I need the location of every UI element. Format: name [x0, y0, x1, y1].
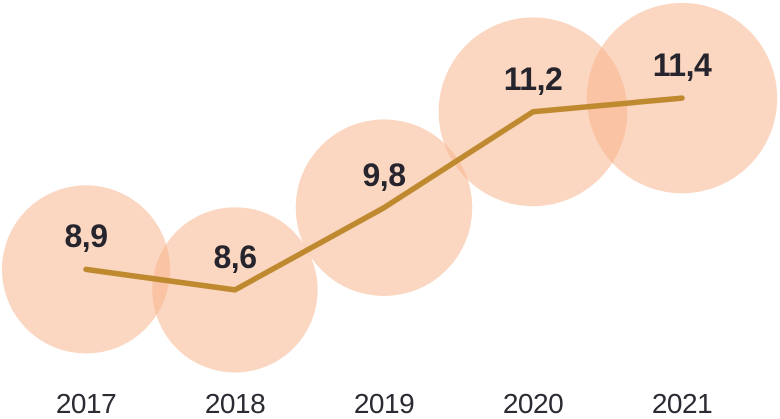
x-axis-label-2017: 2017: [55, 388, 117, 419]
trend-line: [83, 95, 685, 293]
value-label-2021: 11,4: [652, 47, 712, 84]
x-axis-label-2018: 2018: [204, 388, 266, 419]
value-label-2019: 9,8: [362, 156, 406, 193]
value-label-2017: 8,9: [64, 218, 108, 255]
value-label-2018: 8,6: [213, 238, 257, 275]
x-axis-label-2019: 2019: [353, 388, 415, 419]
value-label-2020: 11,2: [503, 60, 563, 97]
x-axis-label-2021: 2021: [651, 388, 713, 419]
x-axis-label-2020: 2020: [502, 388, 564, 419]
